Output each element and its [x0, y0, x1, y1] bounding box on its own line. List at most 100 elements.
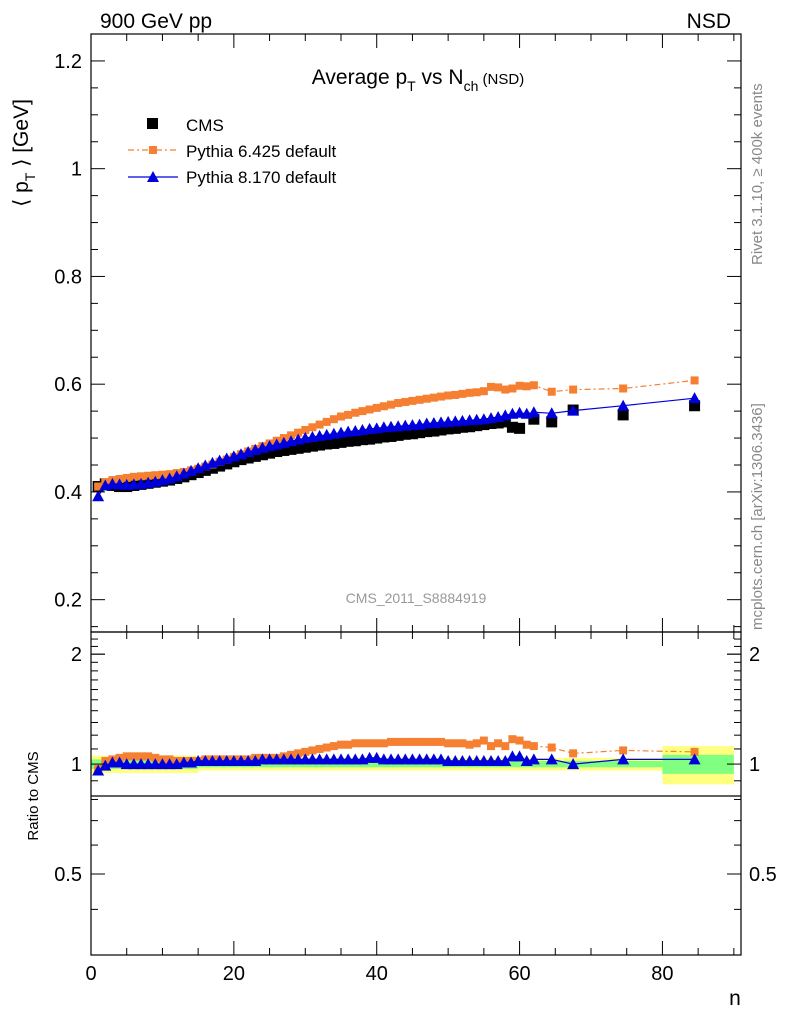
- x-tick-label: 20: [223, 963, 245, 985]
- pythia-6-425-default-point: [301, 425, 310, 434]
- cms-point: [271, 446, 283, 458]
- pythia-6-425-default-point: [122, 473, 131, 482]
- ratio-y-axis-label: Ratio to CMS: [25, 751, 42, 840]
- pythia-8-170-default-point: [617, 399, 630, 411]
- pythia-8-170-default-point: [527, 406, 540, 418]
- pythia-6-425-default-point: [401, 397, 410, 406]
- pythia-8-170-default-ratio-point: [513, 750, 526, 762]
- pythia-6-425-default-point: [351, 408, 360, 417]
- pythia-8-170-default-point: [513, 406, 526, 418]
- x-axis-label: n: [729, 987, 741, 1010]
- pythia-6-425-default-ratio-point: [358, 739, 367, 748]
- pythia-6-425-default-point: [151, 471, 160, 480]
- pythia-6-425-default-ratio-point: [487, 742, 495, 751]
- cms-point: [492, 417, 504, 429]
- pythia-6-425-default-point: [429, 393, 438, 402]
- cms-point: [399, 428, 411, 440]
- cms-point: [349, 435, 361, 447]
- cms-point: [321, 438, 333, 450]
- header-right: NSD: [687, 10, 731, 33]
- pythia-6-425-default-ratio-point: [422, 737, 431, 746]
- pythia-6-425-default-point: [144, 471, 153, 480]
- pythia-6-425-default-ratio-point: [365, 739, 374, 748]
- y-tick-label: 0.4: [54, 482, 82, 504]
- pythia-6-425-default-point: [379, 402, 388, 411]
- cms-point: [285, 443, 297, 455]
- pythia-6-425-default-ratio-point: [472, 739, 481, 748]
- pythia-6-425-default-ratio-point: [308, 746, 317, 755]
- pythia-6-425-default-point: [479, 387, 488, 396]
- cms-point: [235, 454, 247, 466]
- pythia-6-425-default-ratio-point: [144, 752, 153, 761]
- pythia-6-425-default-point: [365, 405, 374, 414]
- main-title: Average pT vs Nch (NSD): [312, 66, 524, 94]
- pythia-6-425-default-ratio-point: [458, 739, 467, 748]
- pythia-6-425-default-ratio-point: [408, 737, 417, 746]
- y-tick-label: 1: [71, 159, 82, 181]
- pythia-8-170-default-ratio-point: [499, 754, 512, 766]
- pythia-6-425-default-ratio-point: [122, 752, 131, 761]
- pythia-6-425-default-ratio-point: [619, 746, 628, 755]
- pythia-6-425-default-point: [472, 388, 481, 397]
- pythia-6-425-default-ratio-point: [337, 740, 345, 749]
- pythia-6-425-default-ratio-point: [529, 742, 538, 751]
- cms-point: [689, 400, 701, 412]
- pythia-6-425-default-point: [529, 381, 538, 390]
- pythia-6-425-default-ratio-point: [379, 739, 388, 748]
- pythia-6-425-default-point: [569, 385, 578, 394]
- cms-point: [364, 433, 376, 445]
- pythia-6-425-default-point: [329, 415, 338, 424]
- pythia-6-425-default-ratio-point: [137, 752, 145, 761]
- cms-point: [371, 432, 383, 444]
- cms-point: [464, 421, 476, 433]
- pythia-6-425-default-ratio-point: [465, 740, 474, 749]
- rivet-label: Rivet 3.1.10, ≥ 400k events: [749, 83, 766, 265]
- pythia-6-425-default-point: [547, 387, 556, 396]
- x-tick-label: 80: [651, 963, 673, 985]
- pythia-6-425-default-point: [465, 388, 474, 397]
- main-panel: 0.2 0.4 0.6 0.8 1 1.2 Average pT vs Nch (NSD)…: [10, 33, 742, 633]
- pythia-6-425-default-point: [387, 400, 395, 409]
- cms-point: [392, 429, 404, 441]
- cms-point: [406, 428, 418, 440]
- y-tick-label: 0.2: [54, 590, 82, 612]
- cms-point: [478, 419, 490, 431]
- pythia-6-425-default-ratio-point: [690, 747, 699, 756]
- pythia-6-425-default-ratio-point: [151, 753, 160, 762]
- pythia-6-425-default-ratio-point: [547, 743, 556, 752]
- cms-point: [414, 427, 426, 439]
- pythia-6-425-default-ratio-point: [351, 739, 360, 748]
- cms-point: [214, 460, 226, 472]
- cms-point: [242, 452, 254, 464]
- ratio-y-tick-label-right: 0.5: [749, 864, 777, 886]
- pythia-6-425-default-ratio-point: [437, 737, 445, 746]
- cms-point: [471, 420, 483, 432]
- pythia-8-170-default-point: [688, 392, 701, 404]
- y-axis-label: ⟨ pT ⟩ [GeV]: [10, 99, 38, 207]
- x-tick-label: 60: [508, 963, 530, 985]
- y-tick-label: 0.6: [54, 374, 82, 396]
- pythia-6-425-default-point: [94, 482, 103, 491]
- cms-point: [299, 441, 311, 453]
- ratio-y-tick-label: 2: [71, 644, 82, 666]
- pythia-6-425-default-ratio-point: [394, 737, 403, 746]
- pythia-8-170-default-ratio-point: [567, 758, 580, 770]
- pythia-8-170-default-ratio-point: [92, 764, 105, 776]
- pythia-6-425-default-point: [515, 381, 524, 390]
- cms-point: [514, 422, 526, 434]
- ratio-y-tick-label: 0.5: [54, 864, 82, 886]
- pythia-6-425-default-point: [308, 423, 317, 432]
- cms-point: [617, 409, 629, 421]
- pythia-6-425-default-point: [522, 382, 531, 391]
- pythia-8-170-default-ratio-point: [617, 753, 630, 765]
- pythia-6-425-default-point: [494, 383, 503, 392]
- pythia-6-425-default-point: [451, 390, 460, 399]
- pythia-6-425-default-point: [444, 391, 453, 400]
- legend-pythia8-marker: [147, 171, 159, 182]
- pythia-8-170-default-ratio-point: [435, 753, 447, 765]
- pythia-8-170-default-ratio-point: [527, 753, 540, 765]
- cms-point: [292, 442, 304, 454]
- pythia-6-425-default-ratio-point: [329, 742, 338, 751]
- cms-point: [528, 413, 540, 425]
- pythia-6-425-default-ratio-point: [494, 739, 503, 748]
